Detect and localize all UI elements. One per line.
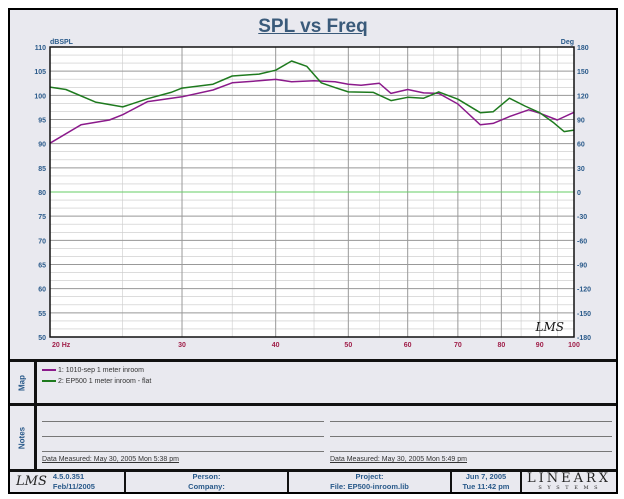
measured-date-right: Data Measured: May 30, 2005 Mon 5:49 pm [330, 456, 467, 463]
x-tick-label: 80 [497, 342, 505, 349]
version: 4.5.0.351 [52, 472, 85, 481]
x-tick-label: 70 [454, 342, 462, 349]
y2-tick-label: -180 [577, 335, 591, 342]
legend-label: 1: 1010-sep 1 meter inroom [58, 367, 144, 374]
y2-tick-label: 60 [577, 142, 585, 149]
y2-tick-label: 90 [577, 118, 585, 125]
legend-swatch-icon [42, 369, 56, 372]
notes-label: Notes [17, 426, 27, 449]
date: Jun 7, 2005 [465, 472, 507, 481]
y-tick-label: 95 [38, 118, 46, 125]
y2-tick-label: 0 [577, 190, 581, 197]
company: Company: [188, 482, 225, 491]
y2-axis-label: Deg [561, 39, 574, 46]
notes-side-label: Notes [10, 406, 37, 469]
measured-date-left: Data Measured: May 30, 2005 Mon 5:38 pm [42, 456, 179, 463]
spl-chart: 110 105 100 95 90 85 80 75 70 65 60 55 50 180 150 120 90… [34, 39, 591, 349]
map-label: Map [17, 374, 27, 391]
y2-tick-label: 30 [577, 166, 585, 173]
x-tick-label: 30 [178, 342, 186, 349]
project: Project: [355, 472, 384, 481]
report-frame: SPL vs Freq 110 105 100 95 90 85 80 75 70 65 60 55 5… [8, 8, 618, 494]
y-tick-label: 60 [38, 287, 46, 294]
y-tick-label: 85 [38, 166, 46, 173]
y2-tick-label: -30 [577, 214, 587, 221]
x-tick-label: 60 [404, 342, 412, 349]
y2-tick-label: -90 [577, 263, 587, 270]
y-tick-label: 50 [38, 335, 46, 342]
y-tick-label: 100 [34, 93, 46, 100]
time: Tue 11:42 pm [462, 482, 510, 491]
x-tick-label: 40 [272, 342, 280, 349]
plot-border [49, 46, 575, 338]
y2-tick-label: 180 [577, 45, 589, 52]
footer: LMS 4.5.0.351 Feb/11/2005 Person: Company:… [10, 472, 616, 492]
y2-tick-label: -60 [577, 238, 587, 245]
series-line-1 [49, 78, 575, 144]
y-tick-label: 80 [38, 190, 46, 197]
build-date: Feb/11/2005 [52, 482, 95, 491]
notes-panel: Notes Data Measured: May 30, 2005 Mon 5:… [10, 406, 616, 472]
map-side-label: Map [10, 362, 37, 403]
linearx-logo: LINEARX [526, 471, 612, 486]
y2-tick-label: 150 [577, 69, 589, 76]
y2-tick-label: 120 [577, 93, 589, 100]
y-tick-label: 55 [38, 311, 46, 318]
legend-swatch-icon [42, 380, 56, 383]
person: Person: [192, 472, 221, 481]
y-tick-label: 105 [34, 69, 46, 76]
x-tick-label: 90 [536, 342, 544, 349]
y-tick-label: 70 [38, 238, 46, 245]
lms-watermark: LMS [535, 320, 564, 334]
x-tick-label: 20 Hz [52, 342, 71, 349]
linearx-subtitle: S Y S T E M S [538, 485, 600, 491]
chart-title: SPL vs Freq [258, 16, 368, 37]
lms-logo: LMS [16, 474, 47, 489]
legend-item: 2: EP500 1 meter inroom - flat [42, 378, 151, 385]
file-name: File: EP500-inroom.lib [330, 482, 409, 491]
x-tick-label: 50 [344, 342, 352, 349]
y-tick-label: 110 [35, 45, 46, 52]
series-line-2 [49, 60, 575, 133]
y-tick-label: 65 [38, 263, 46, 270]
y-tick-label: 75 [38, 214, 46, 221]
x-tick-label: 100 [568, 342, 580, 349]
y2-tick-label: -120 [577, 287, 591, 294]
y2-tick-label: -150 [577, 311, 591, 318]
y-tick-label: 90 [38, 142, 46, 149]
legend-item: 1: 1010-sep 1 meter inroom [42, 367, 144, 374]
map-panel: Map 1: 1010-sep 1 meter inroom 2: EP500 … [10, 362, 616, 406]
y-axis-label: dBSPL [50, 39, 74, 46]
chart-panel: SPL vs Freq 110 105 100 95 90 85 80 75 70 65 60 55 5… [10, 10, 616, 362]
legend-label: 2: EP500 1 meter inroom - flat [58, 378, 152, 385]
